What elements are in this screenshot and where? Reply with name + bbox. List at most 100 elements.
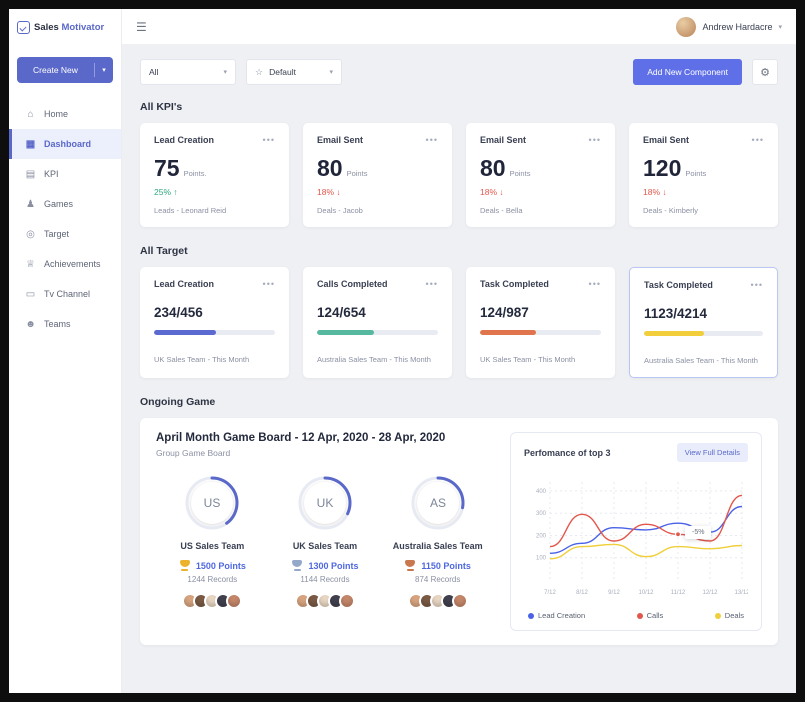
- target-card-title: Task Completed: [644, 280, 713, 290]
- kpi-unit: Points: [685, 169, 707, 178]
- add-new-component-button[interactable]: Add New Component: [633, 59, 742, 85]
- svg-text:8/12: 8/12: [576, 590, 588, 596]
- more-options-icon[interactable]: •••: [751, 135, 764, 145]
- target-card: Lead Creation ••• 234/456 UK Sales Team -…: [140, 267, 289, 378]
- chevron-down-icon: ▾: [223, 69, 227, 76]
- more-options-icon[interactable]: •••: [588, 135, 601, 145]
- target-footer: Australia Sales Team - This Month: [317, 355, 431, 364]
- kpi-unit: Points.: [183, 169, 207, 178]
- kpi-footer: Deals - Kimberly: [643, 206, 699, 215]
- settings-button[interactable]: ⚙: [752, 59, 778, 85]
- more-options-icon[interactable]: •••: [262, 135, 275, 145]
- target-footer: Australia Sales Team - This Month: [644, 356, 758, 365]
- team-avatars: [407, 593, 468, 609]
- sidebar-nav: ⌂ Home ▦ Dashboard ▤ KPI ♟ Games ◎ Targe…: [9, 99, 121, 339]
- sidebar-item-label: Teams: [44, 319, 71, 329]
- performance-chart: 100 200 300 400 7/12 8/12 9/12 10/12 11/12 12/12 1…: [524, 472, 750, 605]
- team-progress-ring: UK: [298, 476, 352, 530]
- progress-track: [154, 330, 275, 335]
- filters-toolbar: All ▾ ☆ Default ▾ Add New Component ⚙: [140, 59, 778, 85]
- team-progress-ring: AS: [411, 476, 465, 530]
- team-abbr: US: [204, 496, 221, 510]
- sidebar: Sales Motivator Create New ▾ ⌂ Home ▦ Da…: [9, 9, 122, 693]
- view-full-details-button[interactable]: View Full Details: [676, 443, 748, 462]
- teams-row: US US Sales Team 1500 Points 1244 Record…: [156, 474, 494, 609]
- legend-calls: Calls: [636, 611, 663, 620]
- sales-motivator-app: Sales Motivator Create New ▾ ⌂ Home ▦ Da…: [9, 9, 796, 693]
- team-australia: AS Australia Sales Team 1150 Points 874 …: [381, 474, 494, 609]
- chevron-down-icon: ▾: [102, 67, 106, 74]
- target-footer: UK Sales Team - This Month: [480, 355, 576, 364]
- trend-down-icon: ↓: [336, 187, 341, 197]
- user-name: Andrew Hardacre: [702, 21, 773, 32]
- target-value: 1123/4214: [644, 306, 708, 321]
- sidebar-item-tv-channel[interactable]: ▭ Tv Channel: [9, 279, 121, 309]
- games-icon: ♟: [26, 198, 35, 210]
- performance-panel: Perfomance of top 3 View Full Details 10…: [510, 432, 762, 631]
- sidebar-item-home[interactable]: ⌂ Home: [9, 99, 121, 129]
- target-value: 124/987: [480, 305, 529, 320]
- sidebar-item-teams[interactable]: ☻ Teams: [9, 309, 121, 339]
- legend-deals: Deals: [714, 611, 744, 620]
- team-uk: UK UK Sales Team 1300 Points 1144 Record…: [269, 474, 382, 609]
- button-divider: [94, 63, 95, 77]
- create-new-button[interactable]: Create New ▾: [17, 57, 113, 83]
- legend-dot: [714, 612, 721, 619]
- team-points: 1150 Points: [421, 560, 471, 571]
- team-avatars: [295, 593, 355, 609]
- home-icon: ⌂: [27, 108, 34, 120]
- progress-track: [480, 330, 601, 335]
- trophy-icon: [404, 560, 416, 571]
- filter-all-select[interactable]: All ▾: [140, 59, 236, 85]
- sidebar-item-kpi[interactable]: ▤ KPI: [9, 159, 121, 189]
- sidebar-item-label: Target: [44, 229, 70, 239]
- target-value: 234/456: [154, 305, 203, 320]
- avatar: [226, 593, 243, 609]
- target-icon: ◎: [26, 228, 35, 240]
- legend-dot: [636, 612, 643, 619]
- team-records: 1244 Records: [187, 575, 238, 584]
- main-column: ☰ Andrew Hardacre ▾ All ▾ ☆ Default ▾: [122, 9, 796, 693]
- more-options-icon[interactable]: •••: [588, 279, 601, 289]
- kpi-delta: 18% ↓: [480, 187, 504, 197]
- team-abbr: UK: [317, 496, 334, 510]
- sidebar-item-dashboard[interactable]: ▦ Dashboard: [9, 129, 121, 159]
- more-options-icon[interactable]: •••: [425, 279, 438, 289]
- svg-text:300: 300: [536, 511, 547, 517]
- teams-icon: ☻: [25, 318, 36, 330]
- team-records: 874 Records: [415, 575, 461, 584]
- team-points-row: 1300 Points: [291, 560, 359, 571]
- legend-dot: [528, 612, 534, 619]
- game-board: April Month Game Board - 12 Apr, 2020 - …: [156, 432, 494, 631]
- hamburger-menu-icon[interactable]: ☰: [136, 19, 147, 34]
- more-options-icon[interactable]: •••: [750, 280, 763, 290]
- target-card-title: Calls Completed: [317, 279, 388, 289]
- kpi-card-title: Email Sent: [480, 135, 527, 145]
- more-options-icon[interactable]: •••: [425, 135, 438, 145]
- sidebar-item-games[interactable]: ♟ Games: [9, 189, 121, 219]
- game-section-title: Ongoing Game: [140, 396, 216, 408]
- sidebar-item-achievements[interactable]: ♕ Achievements: [9, 249, 121, 279]
- kpi-delta: 18% ↓: [317, 187, 341, 197]
- kpi-card-title: Email Sent: [317, 135, 364, 145]
- target-footer: UK Sales Team - This Month: [154, 355, 250, 364]
- kpi-unit: Points: [509, 169, 531, 178]
- filter-default-select[interactable]: ☆ Default ▾: [246, 59, 342, 85]
- progress-track: [317, 330, 438, 335]
- progress-fill: [317, 330, 374, 335]
- kpi-value: 80: [480, 155, 506, 181]
- kpi-unit: Points: [346, 169, 368, 178]
- sidebar-item-target[interactable]: ◎ Target: [9, 219, 121, 249]
- kpi-card: Email Sent ••• 80 Points 18% ↓ Deals - Bel…: [466, 123, 615, 227]
- more-options-icon[interactable]: •••: [262, 279, 275, 289]
- team-name: Australia Sales Team: [392, 541, 483, 551]
- user-menu[interactable]: Andrew Hardacre ▾: [676, 16, 782, 37]
- progress-track: [644, 331, 763, 336]
- target-card-title: Task Completed: [480, 279, 549, 289]
- chart-tooltip: -5%: [685, 526, 712, 540]
- svg-text:100: 100: [536, 556, 547, 562]
- sidebar-item-label: Tv Channel: [44, 289, 91, 299]
- svg-text:12/12: 12/12: [702, 590, 718, 596]
- avatar: [339, 593, 355, 609]
